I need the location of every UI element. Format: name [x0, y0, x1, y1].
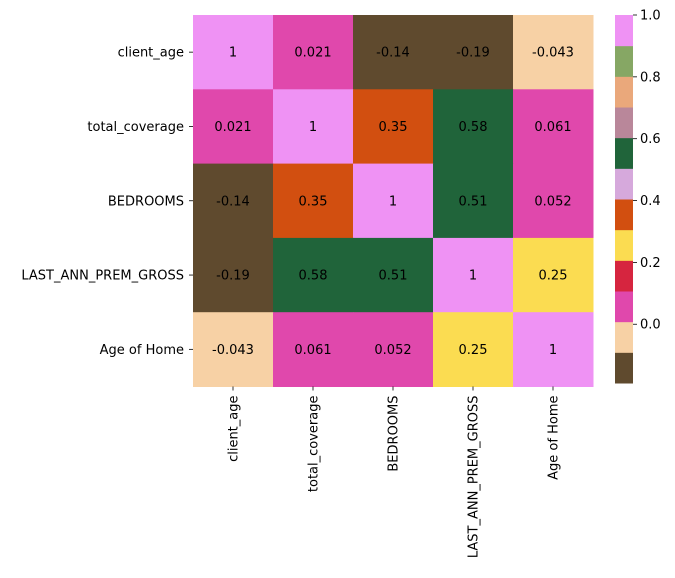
cell-annotation: 1: [469, 269, 477, 284]
heatmap-cell: [513, 237, 594, 313]
x-tick-label: client_age: [227, 395, 242, 461]
cell-annotation: 0.052: [534, 194, 571, 209]
cell-annotation: 0.25: [539, 269, 568, 284]
x-tick-label: LAST_ANN_PREM_GROSS: [467, 396, 482, 559]
heatmap-cell: [193, 163, 274, 239]
heatmap-cell: [513, 163, 594, 239]
colorbar-segment: [615, 352, 633, 384]
y-tick-label: BEDROOMS: [108, 194, 184, 209]
y-tick-label: client_age: [118, 46, 184, 61]
x-tick-labels: client_age total_coverage BEDROOMS LAST_ANN…: [227, 386, 562, 559]
heatmap-cell: [273, 312, 354, 387]
heatmap-cell: [353, 312, 434, 387]
colorbar-tick-label: 0.6: [640, 132, 661, 147]
heatmap-cell: [433, 237, 514, 313]
cell-annotation: 0.51: [379, 269, 408, 284]
heatmap-cells: [193, 15, 594, 387]
cell-annotation: 1: [389, 194, 397, 209]
heatmap-cell: [273, 89, 354, 165]
cell-annotation: 0.021: [294, 46, 331, 61]
colorbar-segment: [615, 168, 633, 200]
cell-annotation: -0.19: [216, 269, 250, 284]
cell-annotation: 1: [309, 120, 317, 135]
colorbar-segment: [615, 76, 633, 108]
heatmap-cell: [513, 312, 594, 387]
x-tick-label: Age of Home: [547, 396, 562, 480]
cell-annotation: 0.35: [299, 194, 328, 209]
heatmap-cell: [273, 237, 354, 313]
heatmap-cell: [273, 15, 354, 90]
cell-annotation: 0.51: [459, 194, 488, 209]
cell-annotation: 1: [549, 343, 557, 358]
heatmap-cell: [273, 163, 354, 239]
heatmap-cell: [513, 15, 594, 90]
heatmap-cell: [433, 312, 514, 387]
colorbar-tick-label: 0.2: [640, 256, 661, 271]
colorbar-segment: [615, 321, 633, 353]
colorbar-tick-label: 1.0: [640, 9, 661, 24]
cell-annotation: 0.052: [374, 343, 411, 358]
heatmap-annotations: 1 0.021 -0.14 -0.19 -0.043 0.021 1 0.35 0.58 0.06…: [212, 46, 574, 358]
colorbar-segment: [615, 260, 633, 292]
cell-annotation: 0.061: [534, 120, 571, 135]
heatmap-cell: [433, 163, 514, 239]
cell-annotation: 0.021: [214, 120, 251, 135]
cell-annotation: -0.14: [216, 194, 250, 209]
colorbar-segment: [615, 137, 633, 169]
y-tick-labels: client_age total_coverage BEDROOMS LAST_ANN…: [21, 46, 193, 358]
heatmap-cell: [193, 89, 274, 165]
x-tick-label: total_coverage: [307, 396, 322, 493]
heatmap-cell: [193, 15, 274, 90]
colorbar: 1.0 0.8 0.6 0.4 0.2 0.0: [615, 9, 661, 384]
cell-annotation: -0.14: [376, 46, 410, 61]
cell-annotation: 0.061: [294, 343, 331, 358]
cell-annotation: 0.58: [299, 269, 328, 284]
y-tick-label: total_coverage: [87, 120, 184, 135]
heatmap-cell: [353, 163, 434, 239]
heatmap-cell: [353, 15, 434, 90]
colorbar-tick-label: 0.0: [640, 318, 661, 333]
heatmap-cell: [433, 89, 514, 165]
colorbar-tick-label: 0.4: [640, 194, 661, 209]
x-tick-label: BEDROOMS: [387, 396, 402, 472]
heatmap-cell: [193, 312, 274, 387]
heatmap-cell: [433, 15, 514, 90]
cell-annotation: 0.58: [459, 120, 488, 135]
heatmap-cell: [513, 89, 594, 165]
colorbar-segment: [615, 45, 633, 77]
cell-annotation: -0.19: [456, 46, 490, 61]
y-tick-label: LAST_ANN_PREM_GROSS: [21, 269, 184, 284]
cell-annotation: 0.25: [459, 343, 488, 358]
colorbar-segment: [615, 15, 633, 47]
cell-annotation: 1: [229, 46, 237, 61]
cell-annotation: 0.35: [379, 120, 408, 135]
colorbar-segment: [615, 107, 633, 139]
cell-annotation: -0.043: [532, 46, 574, 61]
heatmap-cell: [353, 237, 434, 313]
colorbar-segment: [615, 229, 633, 261]
y-tick-label: Age of Home: [100, 343, 184, 358]
heatmap-cell: [353, 89, 434, 165]
cell-annotation: -0.043: [212, 343, 254, 358]
colorbar-segment: [615, 199, 633, 231]
colorbar-tick-label: 0.8: [640, 70, 661, 85]
colorbar-segment: [615, 291, 633, 323]
heatmap-cell: [193, 237, 274, 313]
